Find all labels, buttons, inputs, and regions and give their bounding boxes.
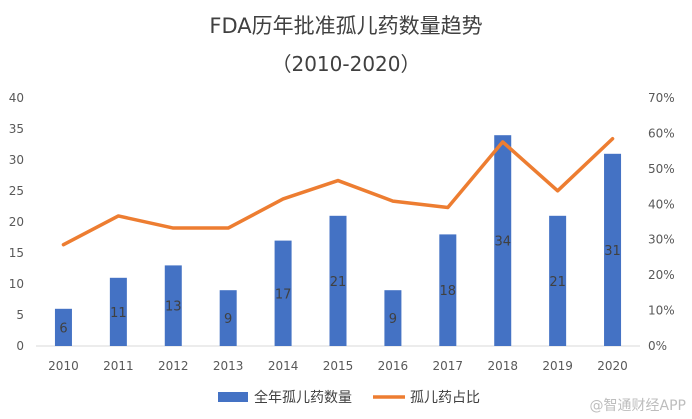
y-left-tick-label: 5: [16, 308, 24, 322]
legend-swatch-bar: [218, 392, 248, 402]
y-right-tick-label: 40%: [648, 197, 675, 211]
bar: [219, 290, 237, 346]
bar: [274, 240, 292, 346]
bar: [604, 153, 622, 346]
bar-data-label: 31: [604, 244, 621, 259]
x-tick-label: 2011: [103, 359, 134, 373]
x-tick-label: 2019: [542, 359, 573, 373]
x-tick-label: 2018: [487, 359, 518, 373]
chart-subtitle: （2010-2020）: [271, 52, 421, 76]
y-right-tick-label: 50%: [648, 162, 675, 176]
y-right-tick-label: 20%: [648, 268, 675, 282]
bar-data-label: 17: [275, 287, 292, 302]
bar: [549, 215, 567, 346]
bar-data-label: 13: [165, 300, 182, 315]
x-tick-label: 2017: [433, 359, 464, 373]
chart-title: FDA历年批准孤儿药数量趋势: [209, 14, 483, 38]
bar: [384, 290, 402, 346]
x-tick-label: 2010: [48, 359, 79, 373]
bar-data-label: 34: [494, 235, 511, 250]
legend-label-line: 孤儿药占比: [410, 390, 480, 406]
bar: [494, 135, 512, 346]
y-left-tick-label: 20: [9, 215, 24, 229]
y-left-tick-label: 30: [9, 153, 24, 167]
y-right-tick-label: 60%: [648, 126, 675, 140]
bar-data-label: 21: [330, 275, 347, 290]
x-tick-label: 2014: [268, 359, 299, 373]
y-left-tick-label: 15: [9, 246, 24, 260]
y-left-tick-label: 40: [9, 91, 24, 105]
bar-data-label: 21: [549, 275, 566, 290]
x-tick-label: 2016: [378, 359, 409, 373]
y-left-tick-label: 35: [9, 122, 24, 136]
bar: [329, 215, 347, 346]
x-tick-label: 2015: [323, 359, 354, 373]
bar: [164, 265, 182, 346]
y-right-tick-label: 0%: [648, 339, 667, 353]
y-left-tick-label: 10: [9, 277, 24, 291]
y-right-tick-label: 30%: [648, 233, 675, 247]
legend-label-bar: 全年孤儿药数量: [254, 389, 352, 406]
bar: [109, 277, 127, 346]
bar-data-label: 9: [389, 312, 397, 327]
bar: [439, 234, 457, 346]
x-tick-label: 2012: [158, 359, 189, 373]
watermark: @智通财经APP: [589, 398, 686, 414]
y-right-tick-label: 70%: [648, 91, 675, 105]
y-left-tick-label: 25: [9, 184, 24, 198]
bar: [54, 308, 72, 346]
y-left-tick-label: 0: [16, 339, 24, 353]
bar-data-label: 9: [224, 312, 232, 327]
x-tick-label: 2020: [597, 359, 628, 373]
y-right-tick-label: 10%: [648, 304, 675, 318]
bar-data-label: 18: [440, 284, 457, 299]
bar-data-label: 11: [110, 306, 127, 321]
x-tick-label: 2013: [213, 359, 244, 373]
bar-data-label: 6: [59, 321, 67, 336]
